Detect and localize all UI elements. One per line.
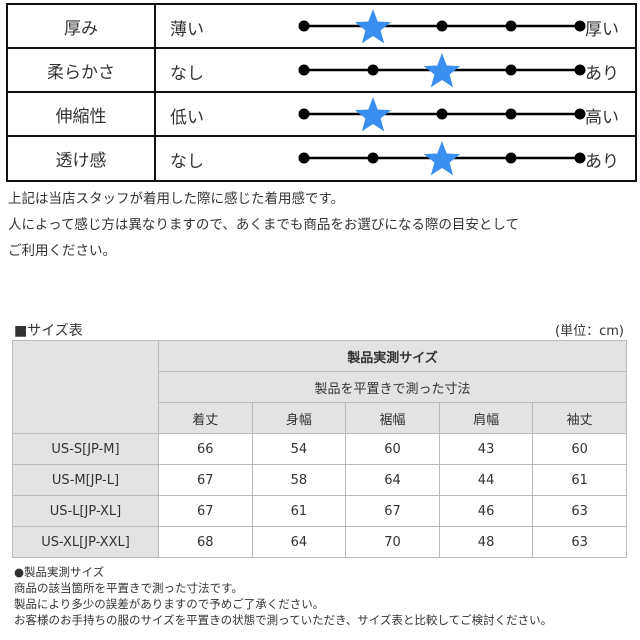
size-unit: (単位：cm) — [555, 324, 624, 339]
size-value: 64 — [345, 464, 440, 496]
scale-dot — [367, 152, 379, 164]
star-icon — [354, 97, 392, 132]
table-row: US-XL[JP-XXL] 68 64 70 48 63 — [12, 526, 627, 558]
column-header: 袖丈 — [532, 402, 627, 434]
scale-dot — [505, 20, 517, 32]
feel-row: 透け感 なし あり — [8, 137, 635, 180]
column-header: 身幅 — [251, 402, 347, 434]
table-row: US-M[JP-L] 67 58 64 44 61 — [12, 464, 627, 496]
feel-low: 低い — [170, 108, 204, 128]
note-line: 製品により多少の誤差がありますので予めご了承ください。 — [14, 597, 325, 611]
feel-name: 伸縮性 — [8, 93, 156, 135]
size-notes: ●製品実測サイズ 商品の該当箇所を平置きで測った寸法です。 製品により多少の誤差… — [14, 564, 552, 628]
size-value: 43 — [438, 433, 534, 465]
feel-low: なし — [170, 152, 204, 172]
scale-dot — [367, 64, 379, 76]
scale-dot — [436, 108, 448, 120]
size-value: 46 — [438, 495, 534, 527]
size-value: 60 — [532, 433, 627, 465]
size-subheader: 製品を平置きで測った寸法 — [158, 371, 627, 403]
size-value: 67 — [158, 495, 253, 527]
size-header: 製品実測サイズ — [158, 340, 627, 372]
note-line: 人によって感じ方は異なりますので、あくまでも商品をお選びになる際の目安として — [8, 217, 519, 233]
column-header: 裾幅 — [345, 402, 440, 434]
feel-row: 柔らかさ なし あり — [8, 49, 635, 93]
size-label: US-L[JP-XL] — [12, 495, 159, 527]
scale-dot — [298, 64, 310, 76]
scale-dot — [436, 20, 448, 32]
feel-scale — [298, 53, 586, 88]
fit-feel-table: 厚み 薄い 厚い 柔らかさ なし あり 伸縮性 低い 高い 透け感 なし あり — [6, 3, 637, 182]
size-value: 68 — [158, 526, 253, 558]
note-line: お客様のお手持ちの服のサイズを平置きの状態で測っていただき、サイズ表と比較してご… — [14, 613, 553, 627]
size-table-title: ■サイズ表 — [14, 323, 83, 339]
size-value: 63 — [532, 495, 627, 527]
feel-high: 高い — [585, 108, 619, 128]
feel-notes: 上記は当店スタッフが着用した際に感じた着用感です。 人によって感じ方は異なります… — [8, 186, 519, 264]
size-value: 60 — [345, 433, 440, 465]
scale-dot — [574, 64, 586, 76]
feel-row: 伸縮性 低い 高い — [8, 93, 635, 137]
scale-dot — [298, 20, 310, 32]
size-label: US-M[JP-L] — [12, 464, 159, 496]
note-line: ご利用ください。 — [8, 243, 116, 259]
size-value: 58 — [251, 464, 347, 496]
size-label: US-S[JP-M] — [12, 433, 159, 465]
feel-row: 厚み 薄い 厚い — [8, 5, 635, 49]
feel-high: あり — [585, 64, 619, 84]
size-value: 66 — [158, 433, 253, 465]
size-value: 70 — [345, 526, 440, 558]
note-line: ●製品実測サイズ — [14, 565, 105, 579]
feel-high: あり — [585, 152, 619, 172]
star-icon — [423, 141, 461, 176]
size-value: 61 — [532, 464, 627, 496]
column-header: 肩幅 — [438, 402, 534, 434]
scale-dot — [505, 152, 517, 164]
size-value: 67 — [345, 495, 440, 527]
feel-name: 厚み — [8, 5, 156, 47]
scale-dot — [298, 108, 310, 120]
size-value: 61 — [251, 495, 347, 527]
feel-scale — [298, 9, 586, 44]
scale-dot — [574, 20, 586, 32]
size-value: 48 — [438, 526, 534, 558]
star-icon — [354, 9, 392, 44]
note-line: 商品の該当箇所を平置きで測った寸法です。 — [14, 581, 243, 595]
star-icon — [423, 53, 461, 88]
scale-dot — [574, 152, 586, 164]
size-table: 製品実測サイズ 製品を平置きで測った寸法 着丈 身幅 裾幅 肩幅 袖丈 US-S[JP-… — [12, 340, 627, 558]
size-value: 44 — [438, 464, 534, 496]
feel-low: なし — [170, 64, 204, 84]
feel-name: 透け感 — [8, 137, 156, 180]
size-label: US-XL[JP-XXL] — [12, 526, 159, 558]
size-value: 63 — [532, 526, 627, 558]
table-row: US-S[JP-M] 66 54 60 43 60 — [12, 433, 627, 465]
scale-dot — [505, 64, 517, 76]
corner-cell — [12, 340, 159, 434]
column-header: 着丈 — [158, 402, 253, 434]
scale-dot — [574, 108, 586, 120]
feel-scale — [298, 97, 586, 132]
size-value: 67 — [158, 464, 253, 496]
feel-high: 厚い — [585, 20, 619, 40]
note-line: 上記は当店スタッフが着用した際に感じた着用感です。 — [8, 191, 345, 207]
scale-dot — [505, 108, 517, 120]
feel-name: 柔らかさ — [8, 49, 156, 91]
scale-dot — [298, 152, 310, 164]
size-value: 54 — [251, 433, 347, 465]
feel-low: 薄い — [170, 20, 204, 40]
feel-scale — [298, 141, 586, 176]
table-row: US-L[JP-XL] 67 61 67 46 63 — [12, 495, 627, 527]
size-value: 64 — [251, 526, 347, 558]
